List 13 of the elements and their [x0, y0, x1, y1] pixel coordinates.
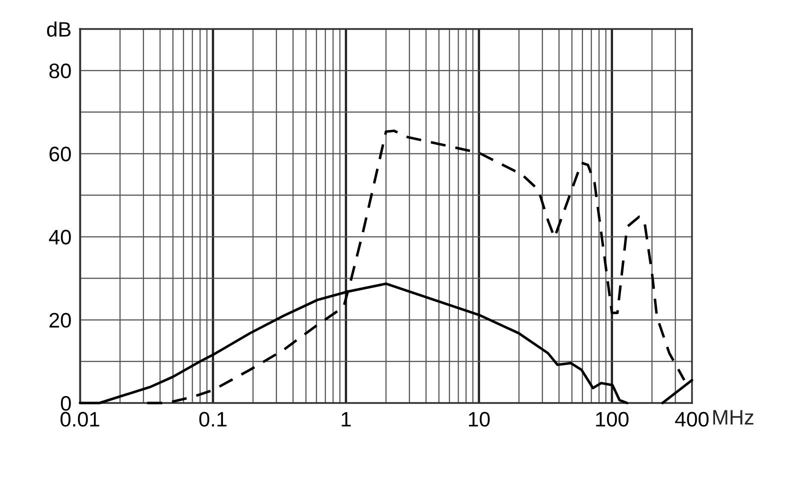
x-tick-label: 0.1 [199, 412, 226, 427]
y-tick-label: 40 [48, 230, 71, 245]
x-tick-label: 1 [342, 412, 351, 426]
y-tick-label: 80 [49, 64, 71, 78]
y-tick-label: 20 [50, 312, 71, 328]
x-tick-label: 10 [468, 412, 490, 427]
y-tick-label: 60 [50, 146, 71, 162]
x-tick-label: 100 [596, 412, 628, 427]
x-axis-title: MHz [713, 410, 754, 424]
x-tick-label: 400 [675, 412, 709, 427]
y-tick-label: 0 [60, 396, 71, 411]
x-tick-label: 0.01 [60, 412, 100, 427]
y-tick-label: dB [47, 21, 71, 37]
